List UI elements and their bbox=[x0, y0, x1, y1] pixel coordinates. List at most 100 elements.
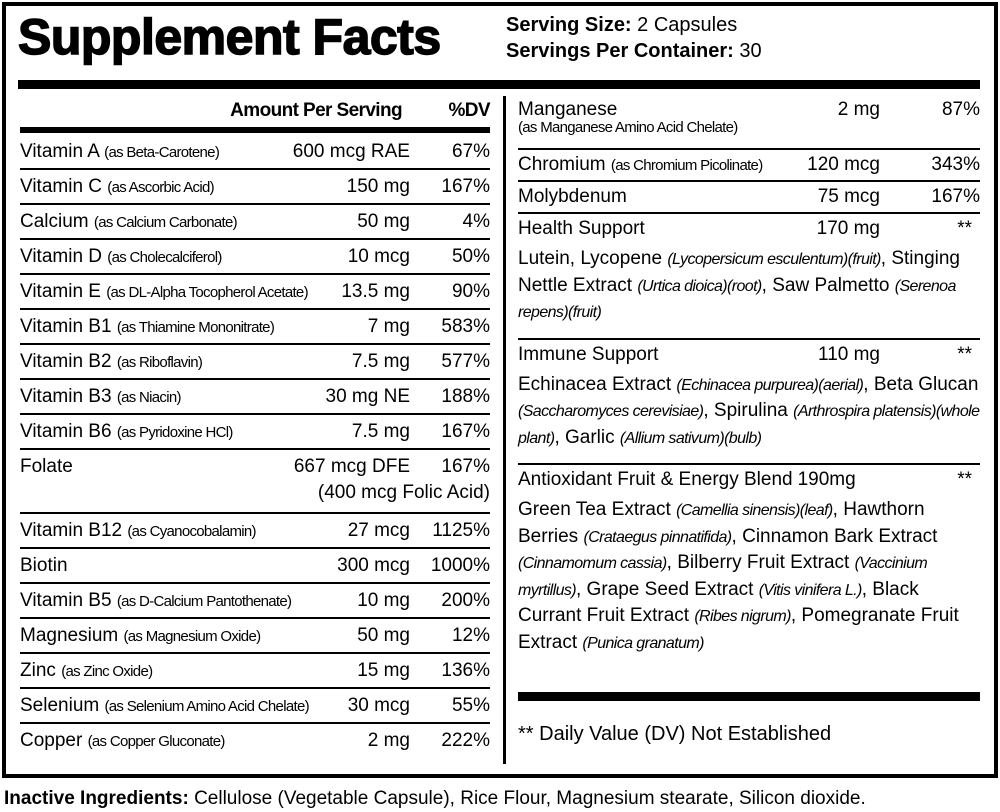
ingredient-source: (Lycopersicum esculentum)(fruit) bbox=[667, 251, 881, 268]
nutrient-name: Copper (as Copper Gluconate) bbox=[20, 730, 368, 752]
ingredient-source: (Urtica dioica)(root) bbox=[637, 277, 762, 295]
serving-info: Serving Size: 2 Capsules Servings Per Co… bbox=[506, 12, 762, 64]
nutrient-dv: 167% bbox=[441, 456, 490, 477]
nutrient-source: (as Chromium Picolinate) bbox=[610, 157, 763, 174]
ingredient-name: , Beta Glucan bbox=[863, 373, 979, 395]
nutrient-amount: 300 mcg bbox=[337, 555, 410, 577]
ingredient-name: Lutein, Lycopene bbox=[518, 248, 668, 269]
column-divider bbox=[503, 96, 506, 764]
ingredient-name: , Black Currant Fruit Extract bbox=[518, 578, 919, 627]
blend-dv: ** bbox=[957, 343, 972, 365]
ingredient-source: (Cinnamomum cassia) bbox=[518, 555, 667, 572]
inactive-value: Cellulose (Vegetable Capsule), Rice Flou… bbox=[194, 788, 866, 809]
nutrient-name: Vitamin B12 (as Cyanocobalamin) bbox=[20, 520, 348, 542]
nutrient-amount: 7.5 mg bbox=[352, 421, 410, 443]
blend-amount: 170 mg bbox=[816, 218, 880, 239]
nutrient-row: Molybdenum 75 mcg 167% bbox=[518, 182, 980, 214]
servings-per-container-value: 30 bbox=[739, 40, 762, 62]
nutrient-label: Vitamin B5 bbox=[20, 590, 112, 611]
ingredient-name: , Pomegranate Fruit Extract bbox=[518, 605, 959, 653]
nutrient-amount: 10 mg bbox=[357, 590, 410, 612]
nutrient-amount: 7.5 mg bbox=[352, 351, 410, 373]
left-column: Amount Per Serving %DV Vitamin A (as Beta… bbox=[20, 95, 491, 759]
dv-header: %DV bbox=[448, 100, 491, 121]
ingredient-name: , Garlic bbox=[554, 426, 620, 448]
nutrient-name: Selenium (as Selenium Amino Acid Chelate… bbox=[20, 695, 348, 717]
amount-value: 667 mcg DFE bbox=[293, 456, 410, 477]
amount-value: 300 mcg bbox=[337, 555, 410, 576]
amount-value: 50 mg bbox=[357, 625, 410, 646]
nutrient-label: Manganese bbox=[518, 99, 618, 120]
nutrient-name: Folate bbox=[20, 456, 294, 478]
nutrient-dv: 167% bbox=[441, 421, 490, 442]
blend-ingredients: Lutein, Lycopene (Lycopersicum esculentu… bbox=[518, 246, 980, 326]
inactive-ingredients: Inactive Ingredients: Cellulose (Vegetab… bbox=[4, 788, 866, 810]
nutrient-label: Zinc bbox=[20, 660, 56, 681]
nutrient-name: Vitamin C (as Ascorbic Acid) bbox=[20, 176, 347, 198]
ingredient-name: , Saw Palmetto bbox=[761, 274, 895, 296]
serving-size-label: Serving Size: bbox=[506, 14, 632, 36]
amount-value: 7.5 mg bbox=[351, 421, 410, 442]
blend-section: Antioxidant Fruit & Energy Blend190mg190… bbox=[518, 465, 980, 656]
nutrient-source: (as D-Calcium Pantothenate) bbox=[116, 593, 292, 610]
nutrient-amount: 13.5 mg bbox=[341, 281, 410, 303]
nutrient-label: Vitamin D bbox=[20, 246, 103, 267]
blend-name: Antioxidant Fruit & Energy Blend bbox=[518, 469, 793, 490]
ingredient-name: , Bilberry Fruit Extract bbox=[666, 552, 855, 573]
amount-value: 27 mcg bbox=[347, 520, 410, 541]
amount-value: 15 mg bbox=[357, 660, 410, 681]
ingredient-name: , Grape Seed Extract bbox=[576, 578, 759, 600]
nutrient-name: Vitamin B2 (as Riboflavin) bbox=[20, 351, 352, 373]
nutrient-amount: 50 mg bbox=[357, 625, 410, 647]
nutrient-label: Vitamin B1 bbox=[20, 316, 112, 337]
nutrient-source: (as Ascorbic Acid) bbox=[107, 179, 214, 196]
nutrient-name: Magnesium (as Magnesium Oxide) bbox=[20, 625, 357, 647]
nutrient-dv: 1125% bbox=[432, 520, 490, 541]
nutrient-source: (as Magnesium Oxide) bbox=[123, 628, 262, 645]
nutrient-name: Molybdenum bbox=[518, 186, 818, 208]
nutrient-dv: 55% bbox=[451, 695, 490, 716]
nutrient-source: (as Selenium Amino Acid Chelate) bbox=[104, 698, 310, 715]
nutrient-amount: 30 mg NE bbox=[326, 386, 410, 408]
nutrient-label: Biotin bbox=[20, 555, 68, 576]
nutrient-label: Vitamin C bbox=[20, 176, 103, 197]
nutrient-row: Vitamin B1 (as Thiamine Mononitrate) 7 mg… bbox=[20, 310, 490, 345]
nutrient-label: Vitamin A bbox=[20, 141, 99, 162]
nutrient-dv: 167% bbox=[931, 186, 980, 207]
nutrient-row: Vitamin B2 (as Riboflavin) 7.5 mg 577% bbox=[20, 345, 490, 380]
top-divider-bar bbox=[18, 80, 980, 89]
nutrient-row: Copper (as Copper Gluconate) 2 mg 222% bbox=[20, 724, 490, 759]
nutrient-dv: 4% bbox=[462, 211, 490, 232]
nutrient-source: (as Zinc Oxide) bbox=[61, 663, 153, 680]
nutrient-row: Vitamin D (as Cholecalciferol) 10 mcg 50% bbox=[20, 240, 490, 275]
amount-note: (400 mcg Folic Acid) bbox=[317, 482, 490, 503]
nutrient-dv: 87% bbox=[941, 99, 980, 120]
header-bar bbox=[20, 127, 490, 133]
nutrient-dv: 200% bbox=[441, 590, 490, 611]
bottom-bar bbox=[518, 692, 980, 701]
nutrient-source: (as Niacin) bbox=[116, 389, 182, 406]
nutrient-name: Vitamin D (as Cholecalciferol) bbox=[20, 246, 348, 268]
ingredient-source: (Echinacea purpurea)(aerial) bbox=[676, 376, 864, 394]
nutrient-dv: 222% bbox=[441, 730, 490, 751]
nutrient-row: Folate 667 mcg DFE (400 mcg Folic Acid) 167… bbox=[20, 450, 490, 514]
nutrient-label: Vitamin B12 bbox=[20, 520, 123, 541]
nutrient-amount: 150 mg bbox=[347, 176, 410, 198]
nutrient-row: Vitamin C (as Ascorbic Acid) 150 mg 167% bbox=[20, 170, 490, 205]
nutrient-label: Vitamin B6 bbox=[20, 421, 112, 442]
nutrient-label: Vitamin E bbox=[20, 281, 101, 302]
nutrient-amount: 7 mg bbox=[368, 316, 410, 338]
servings-per-container-label: Servings Per Container: bbox=[506, 40, 734, 62]
blend-ingredients: Green Tea Extract (Camellia sinensis)(le… bbox=[518, 497, 980, 656]
nutrient-row: Vitamin B12 (as Cyanocobalamin) 27 mcg 112… bbox=[20, 514, 490, 549]
nutrient-row: Calcium (as Calcium Carbonate) 50 mg 4% bbox=[20, 205, 490, 240]
amount-value: 10 mcg bbox=[347, 246, 410, 267]
nutrient-row: Zinc (as Zinc Oxide) 15 mg 136% bbox=[20, 654, 490, 689]
nutrient-row: Vitamin A (as Beta-Carotene) 600 mcg RAE 6… bbox=[20, 135, 490, 170]
nutrient-dv: 343% bbox=[931, 154, 980, 175]
nutrient-dv: 1000% bbox=[430, 555, 490, 576]
blend-name: Immune Support bbox=[518, 343, 659, 365]
nutrient-amount: 2 mg bbox=[368, 730, 410, 752]
ingredient-source: (Crataegus pinnatifida) bbox=[583, 528, 732, 546]
nutrient-row: Magnesium (as Magnesium Oxide) 50 mg 12% bbox=[20, 619, 490, 654]
